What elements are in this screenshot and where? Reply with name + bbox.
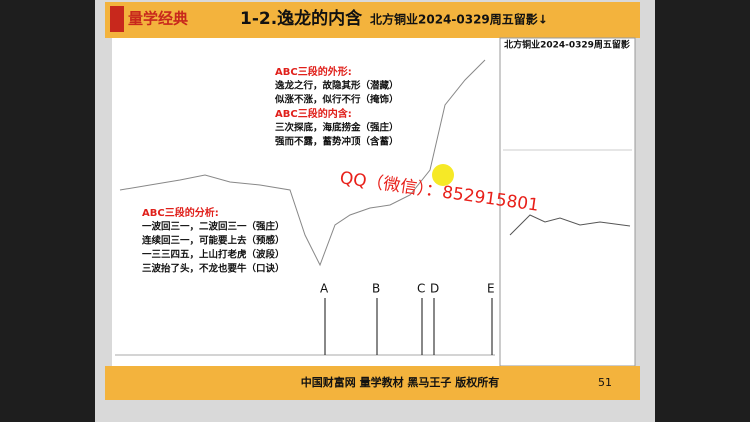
cursor-highlight	[432, 164, 454, 186]
marker: B	[372, 282, 380, 296]
note-line: 强而不露，蓄势冲顶（含蓄）	[275, 136, 399, 148]
title: 1-2.逸龙的内含	[240, 8, 363, 29]
logo: 量学经典	[128, 10, 188, 28]
marker: D	[430, 282, 439, 296]
intraday-line	[509, 214, 631, 236]
marker: E	[487, 282, 495, 296]
marker: C	[417, 282, 425, 296]
note-line: 三次探底，海底捞金（强庄）	[275, 122, 399, 134]
note-title: ABC三段的内含:	[275, 107, 352, 120]
note-title: ABC三段的分析:	[142, 206, 219, 219]
price-sketch	[119, 59, 486, 267]
note-line: 一三三四五，上山打老虎（波段）	[142, 249, 285, 261]
header-bar	[105, 2, 640, 38]
footer-text: 中国财富网 量学教材 黑马王子 版权所有	[301, 375, 500, 389]
footer-bar	[105, 366, 640, 400]
page-number: 51	[598, 376, 612, 389]
chart-area	[112, 38, 500, 366]
note-line: 三波抬了头，不龙也要牛（口诀）	[142, 263, 285, 275]
logo-icon	[110, 6, 124, 32]
note-line: 逸龙之行，故隐其形（潜藏）	[275, 80, 399, 92]
side-panel	[499, 37, 636, 367]
marker: A	[320, 282, 329, 296]
note-line: 一波回三一，二波回三一（强庄）	[142, 221, 285, 233]
note-line: 似涨不涨，似行不行（掩饰）	[274, 94, 399, 106]
panel-title: 北方铜业2024-0329周五留影	[504, 39, 630, 51]
note-line: 连续回三一，可能要上去（预感）	[142, 235, 285, 247]
note-title: ABC三段的外形:	[275, 65, 352, 78]
subtitle: 北方铜业2024-0329周五留影↓	[370, 12, 548, 27]
